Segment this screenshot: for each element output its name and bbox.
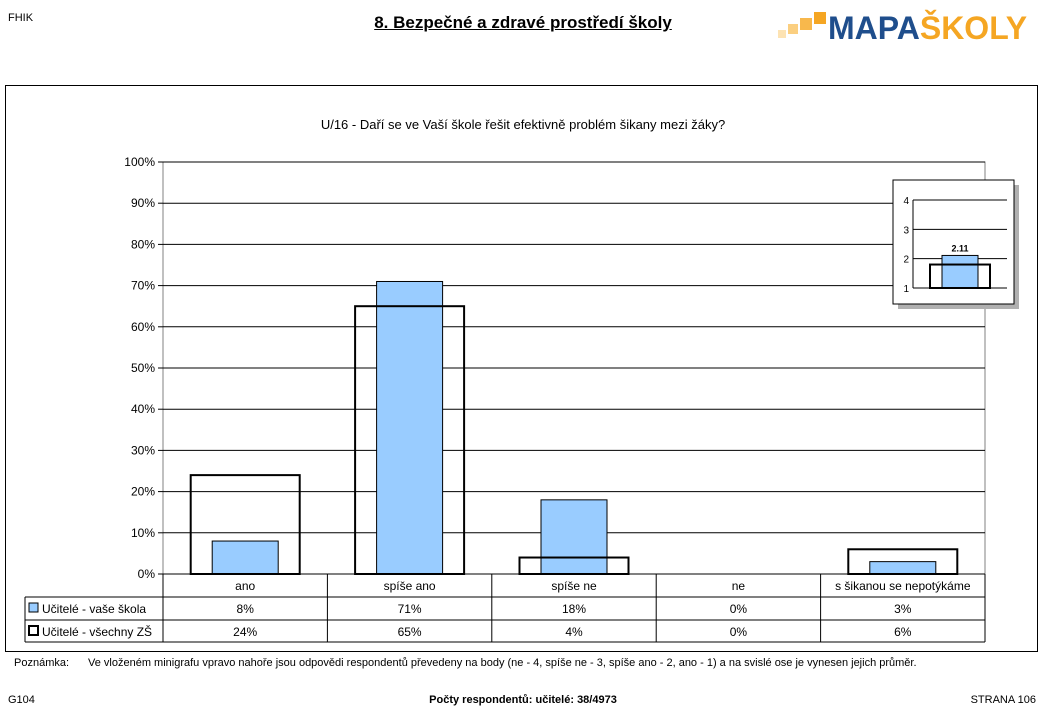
data-label-vase-skola: 3% [894,602,912,616]
data-label-vsechny-zs: 6% [894,625,912,639]
bar-vsechny-zs [354,305,466,575]
bar-vsechny-zs [847,548,959,576]
y-tick-label: 30% [131,443,155,457]
mini-y-tick-label: 2 [903,255,909,266]
logo-wordmark-part2: ŠKOLY [919,10,1028,46]
page-title: 8. Bezpečné a zdravé prostředí školy [374,13,672,32]
data-label-vsechny-zs: 24% [233,625,257,639]
bar-vsechny-zs [518,556,630,576]
y-tick-label: 10% [131,526,155,540]
x-category-label: ne [732,579,746,593]
logo-square-icon [778,30,786,38]
mini-bar-vsechny-zs [929,263,991,289]
mini-bar-vase-skola [941,254,979,289]
logo-square-icon [814,12,826,24]
legend-label-vsechny-zs: Učitelé - všechny ZŠ [42,624,152,639]
data-label-vase-skola: 71% [398,602,422,616]
legend-swatch-vsechny-zs [28,625,39,636]
bar-vase-skola [376,280,444,575]
data-label-vase-skola: 0% [730,602,748,616]
y-tick-label: 70% [131,279,155,293]
y-tick-label: 80% [131,237,155,251]
data-label-vase-skola: 18% [562,602,586,616]
legend-label-vase-skola: Učitelé - vaše škola [42,602,146,616]
mapa-skoly-logo: MAPAŠKOLY [778,8,1038,47]
y-tick-label: 90% [131,196,155,210]
chart-title: U/16 - Daří se ve Vaší škole řešit efekt… [320,117,726,132]
mini-y-tick-label: 4 [903,196,909,207]
y-tick-label: 20% [131,485,155,499]
x-category-label: s šikanou se nepotýkáme [835,579,971,593]
chart-frame [5,85,1038,652]
bar-vsechny-zs [189,474,301,575]
bar-vase-skola [540,499,608,575]
y-tick-label: 60% [131,320,155,334]
y-tick-label: 100% [124,155,155,169]
data-label-vsechny-zs: 0% [730,625,748,639]
footer-respondents: Počty respondentů: učitelé: 38/4973 [429,694,617,706]
logo-wordmark-part1: MAPA [828,10,920,46]
x-category-label: spíše ne [551,579,597,593]
x-category-label: ano [235,579,255,593]
bar-vase-skola [211,540,279,575]
logo-square-icon [800,18,812,30]
mini-y-tick-label: 1 [903,284,909,295]
data-label-vsechny-zs: 65% [398,625,422,639]
mini-data-label: 2.11 [951,243,968,253]
logo-square-icon [788,24,798,34]
y-tick-label: 40% [131,402,155,416]
mini-y-tick-label: 3 [903,225,909,236]
note-text: Ve vloženém minigrafu vpravo nahoře jsou… [88,657,917,669]
data-label-vsechny-zs: 4% [565,625,583,639]
y-tick-label: 0% [138,567,156,581]
note-label: Poznámka: [14,657,70,669]
footer-page-number: STRANA 106 [970,694,1036,706]
logo-wordmark: MAPAŠKOLY [828,10,1027,47]
x-category-label: spíše ano [384,579,436,593]
data-label-vase-skola: 8% [237,602,255,616]
y-tick-label: 50% [131,361,155,375]
school-code: FHIK [8,12,34,24]
legend-swatch-vase-skola [28,602,39,613]
bar-vase-skola [869,561,937,575]
note: Poznámka: Ve vloženém minigrafu vpravo na… [14,657,917,669]
footer-chart-code: G104 [8,694,35,706]
